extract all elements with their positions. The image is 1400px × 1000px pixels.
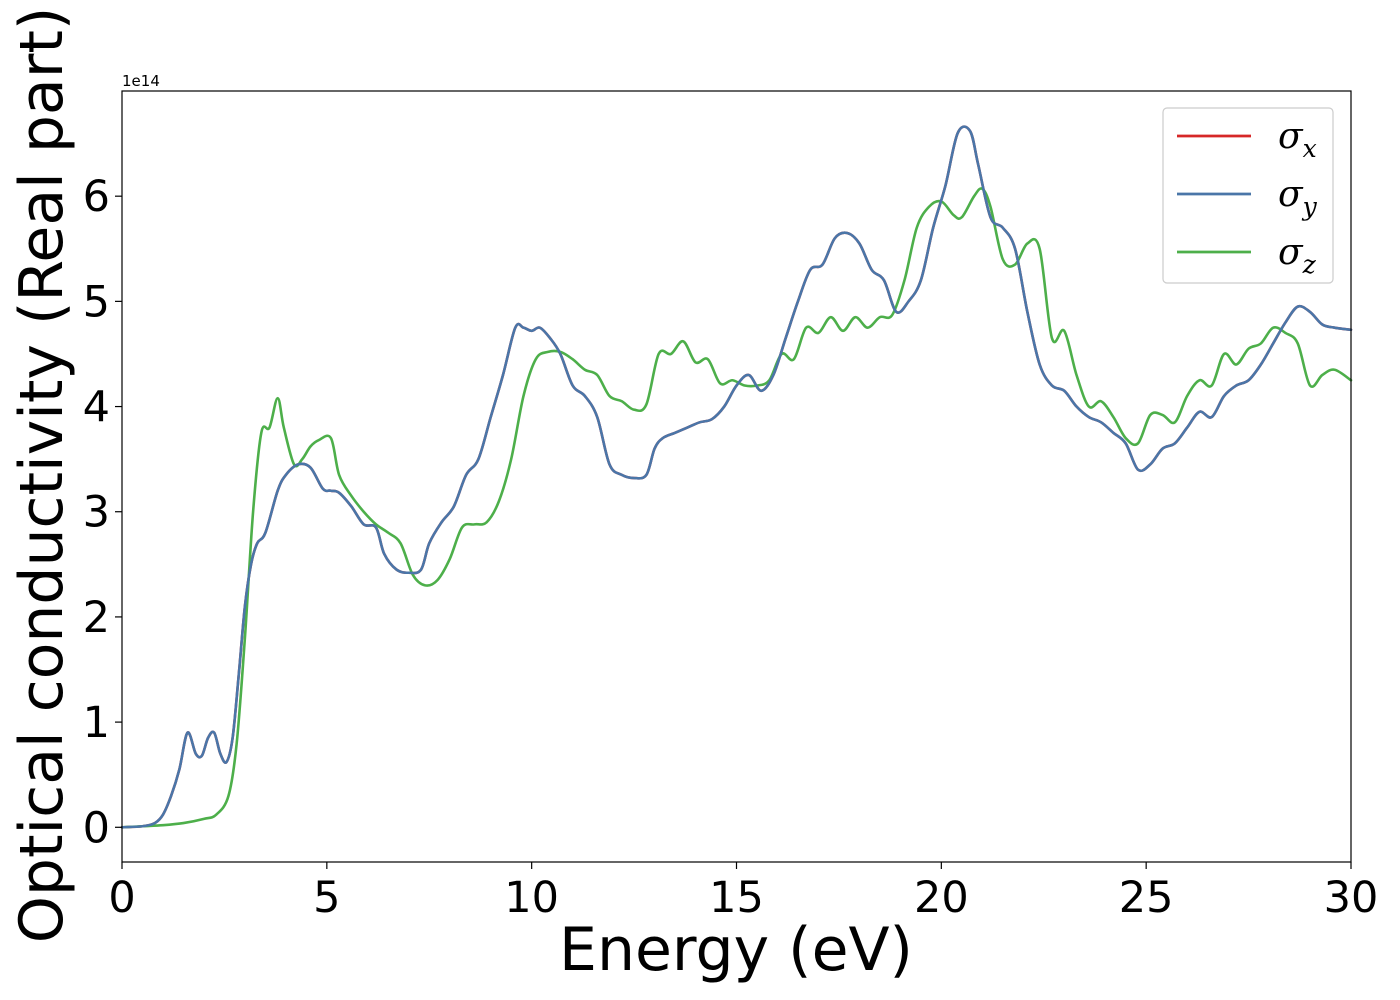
y-tick-label: 4 bbox=[83, 383, 110, 433]
x-tick-label: 10 bbox=[504, 873, 559, 923]
y-axis-label: Optical conductivity (Real part) bbox=[7, 7, 77, 944]
y-tick-label: 5 bbox=[83, 277, 110, 327]
y-tick-label: 1 bbox=[83, 698, 110, 748]
y-tick-label: 2 bbox=[83, 593, 110, 643]
x-tick-label: 25 bbox=[1119, 873, 1174, 923]
legend: σx σy σz bbox=[1162, 107, 1334, 284]
y-tick-label: 0 bbox=[83, 803, 110, 853]
y-ticks: 0 1 2 3 4 5 6 bbox=[83, 172, 122, 853]
y-tick-label: 6 bbox=[83, 172, 110, 222]
x-tick-label: 30 bbox=[1324, 873, 1379, 923]
x-tick-label: 5 bbox=[313, 873, 340, 923]
y-tick-label: 3 bbox=[83, 488, 110, 538]
series-line-z bbox=[120, 187, 1353, 829]
legend-entry-y: σy bbox=[1278, 174, 1318, 221]
series-layer bbox=[120, 125, 1353, 829]
legend-entry-x: σx bbox=[1278, 116, 1317, 163]
legend-box bbox=[1162, 107, 1334, 284]
x-tick-label: 20 bbox=[914, 873, 969, 923]
legend-entry-z: σz bbox=[1278, 232, 1317, 279]
x-tick-label: 15 bbox=[709, 873, 764, 923]
x-axis-label: Energy (eV) bbox=[559, 915, 913, 985]
x-tick-label: 0 bbox=[108, 873, 135, 923]
series-line-y bbox=[120, 125, 1353, 829]
x-ticks: 0 5 10 15 20 25 30 bbox=[108, 862, 1378, 923]
y-offset-label: 1e14 bbox=[122, 72, 160, 90]
